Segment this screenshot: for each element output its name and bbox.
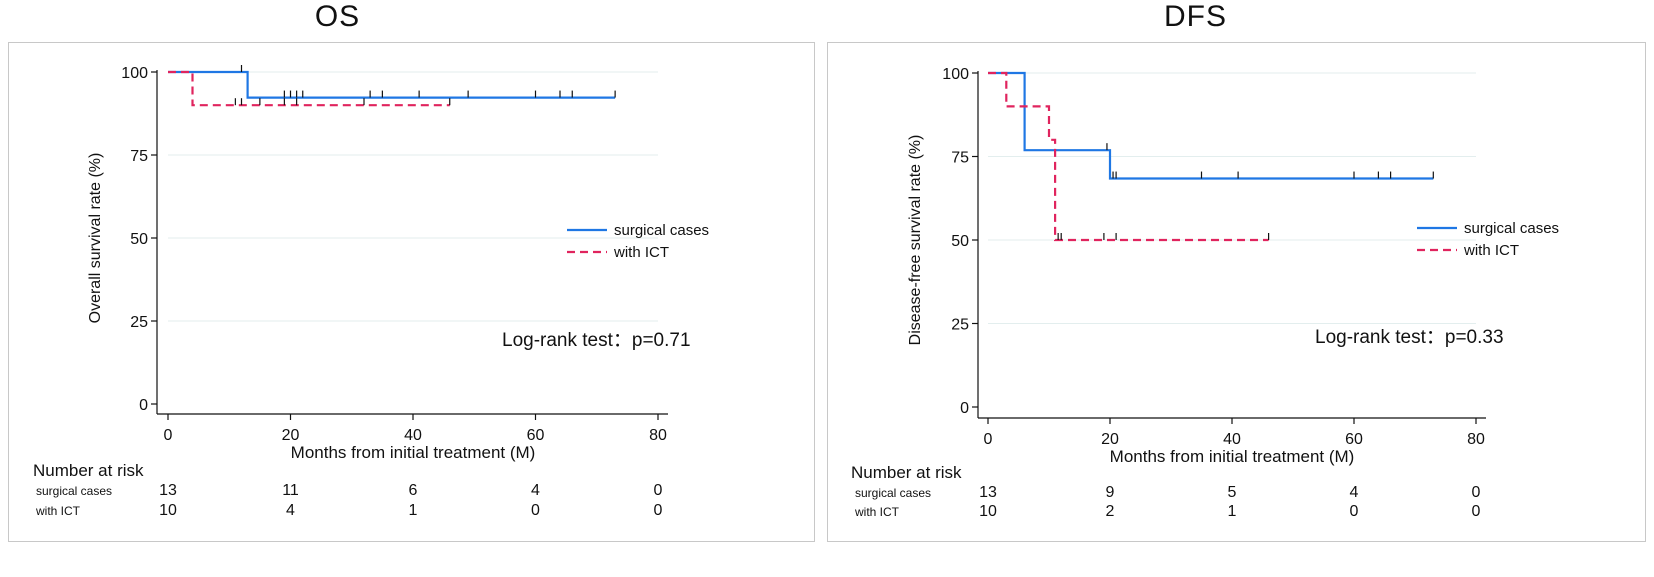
risk-count: 13 — [159, 482, 177, 499]
risk-count: 9 — [1106, 484, 1115, 501]
x-axis-title: Months from initial treatment (M) — [1110, 447, 1355, 466]
y-tick-label: 50 — [951, 233, 969, 250]
legend-label: surgical cases — [1464, 220, 1559, 237]
log-rank-annotation: Log-rank test：p=0.71 — [502, 330, 691, 351]
risk-count: 13 — [979, 484, 997, 501]
y-axis-title: Disease-free survival rate (%) — [907, 135, 924, 346]
x-tick-label: 20 — [282, 427, 300, 444]
x-tick-label: 60 — [1345, 431, 1363, 448]
y-tick-label: 50 — [130, 231, 148, 248]
y-tick-label: 0 — [960, 400, 969, 417]
risk-count: 11 — [282, 482, 299, 499]
risk-row-label: with ICT — [854, 505, 900, 519]
x-tick-label: 60 — [527, 427, 545, 444]
y-axis-title: Overall survival rate (%) — [87, 153, 104, 324]
y-tick-label: 75 — [130, 148, 148, 165]
y-tick-label: 100 — [121, 65, 148, 82]
risk-row-label: surgical cases — [36, 484, 112, 498]
risk-count: 5 — [1228, 484, 1237, 501]
risk-count: 10 — [159, 502, 177, 519]
risk-table-header: Number at risk — [33, 461, 144, 480]
legend-label: surgical cases — [614, 222, 709, 239]
log-rank-annotation: Log-rank test：p=0.33 — [1315, 327, 1504, 348]
series-line-with-ict — [168, 70, 450, 107]
x-tick-label: 0 — [164, 427, 173, 444]
risk-row-label: with ICT — [35, 504, 81, 518]
risk-table-header: Number at risk — [851, 463, 962, 482]
os-frame — [8, 42, 815, 542]
risk-count: 0 — [1472, 503, 1481, 520]
risk-count: 6 — [409, 482, 418, 499]
risk-count: 1 — [1228, 503, 1237, 520]
risk-count: 2 — [1106, 503, 1115, 520]
y-tick-label: 75 — [951, 150, 969, 167]
x-axis-title: Months from initial treatment (M) — [291, 443, 536, 462]
legend-label: with ICT — [613, 244, 669, 261]
x-tick-label: 40 — [1223, 431, 1241, 448]
risk-count: 4 — [1350, 484, 1359, 501]
risk-count: 0 — [531, 502, 540, 519]
risk-count: 4 — [531, 482, 540, 499]
dfs-title: DFS — [1164, 0, 1227, 33]
series-line-with-ict — [988, 71, 1269, 242]
series-line-surgical-cases — [988, 71, 1434, 180]
x-tick-label: 80 — [1467, 431, 1485, 448]
risk-count: 0 — [1472, 484, 1481, 501]
os-panel: OS 0 25 50 75 100 0 20 40 60 80 Months from initia… — [8, 0, 815, 542]
series-line-surgical-cases — [168, 70, 616, 99]
risk-count: 0 — [654, 502, 663, 519]
y-tick-label: 25 — [130, 314, 148, 331]
risk-count: 0 — [1350, 503, 1359, 520]
x-tick-label: 80 — [649, 427, 667, 444]
legend-label: with ICT — [1463, 242, 1519, 259]
dfs-panel: DFS 0 25 50 75 100 0 20 40 60 80 Months from initi… — [827, 0, 1654, 577]
dfs-frame — [827, 42, 1646, 542]
y-tick-label: 25 — [951, 317, 969, 334]
risk-count: 4 — [286, 502, 295, 519]
x-tick-label: 20 — [1101, 431, 1119, 448]
risk-count: 1 — [409, 502, 418, 519]
y-tick-label: 100 — [942, 66, 969, 83]
y-tick-label: 0 — [139, 397, 148, 414]
risk-count: 0 — [654, 482, 663, 499]
x-tick-label: 0 — [984, 431, 993, 448]
os-title: OS — [314, 0, 361, 33]
x-tick-label: 40 — [404, 427, 422, 444]
risk-row-label: surgical cases — [855, 486, 931, 500]
risk-count: 10 — [979, 503, 997, 520]
